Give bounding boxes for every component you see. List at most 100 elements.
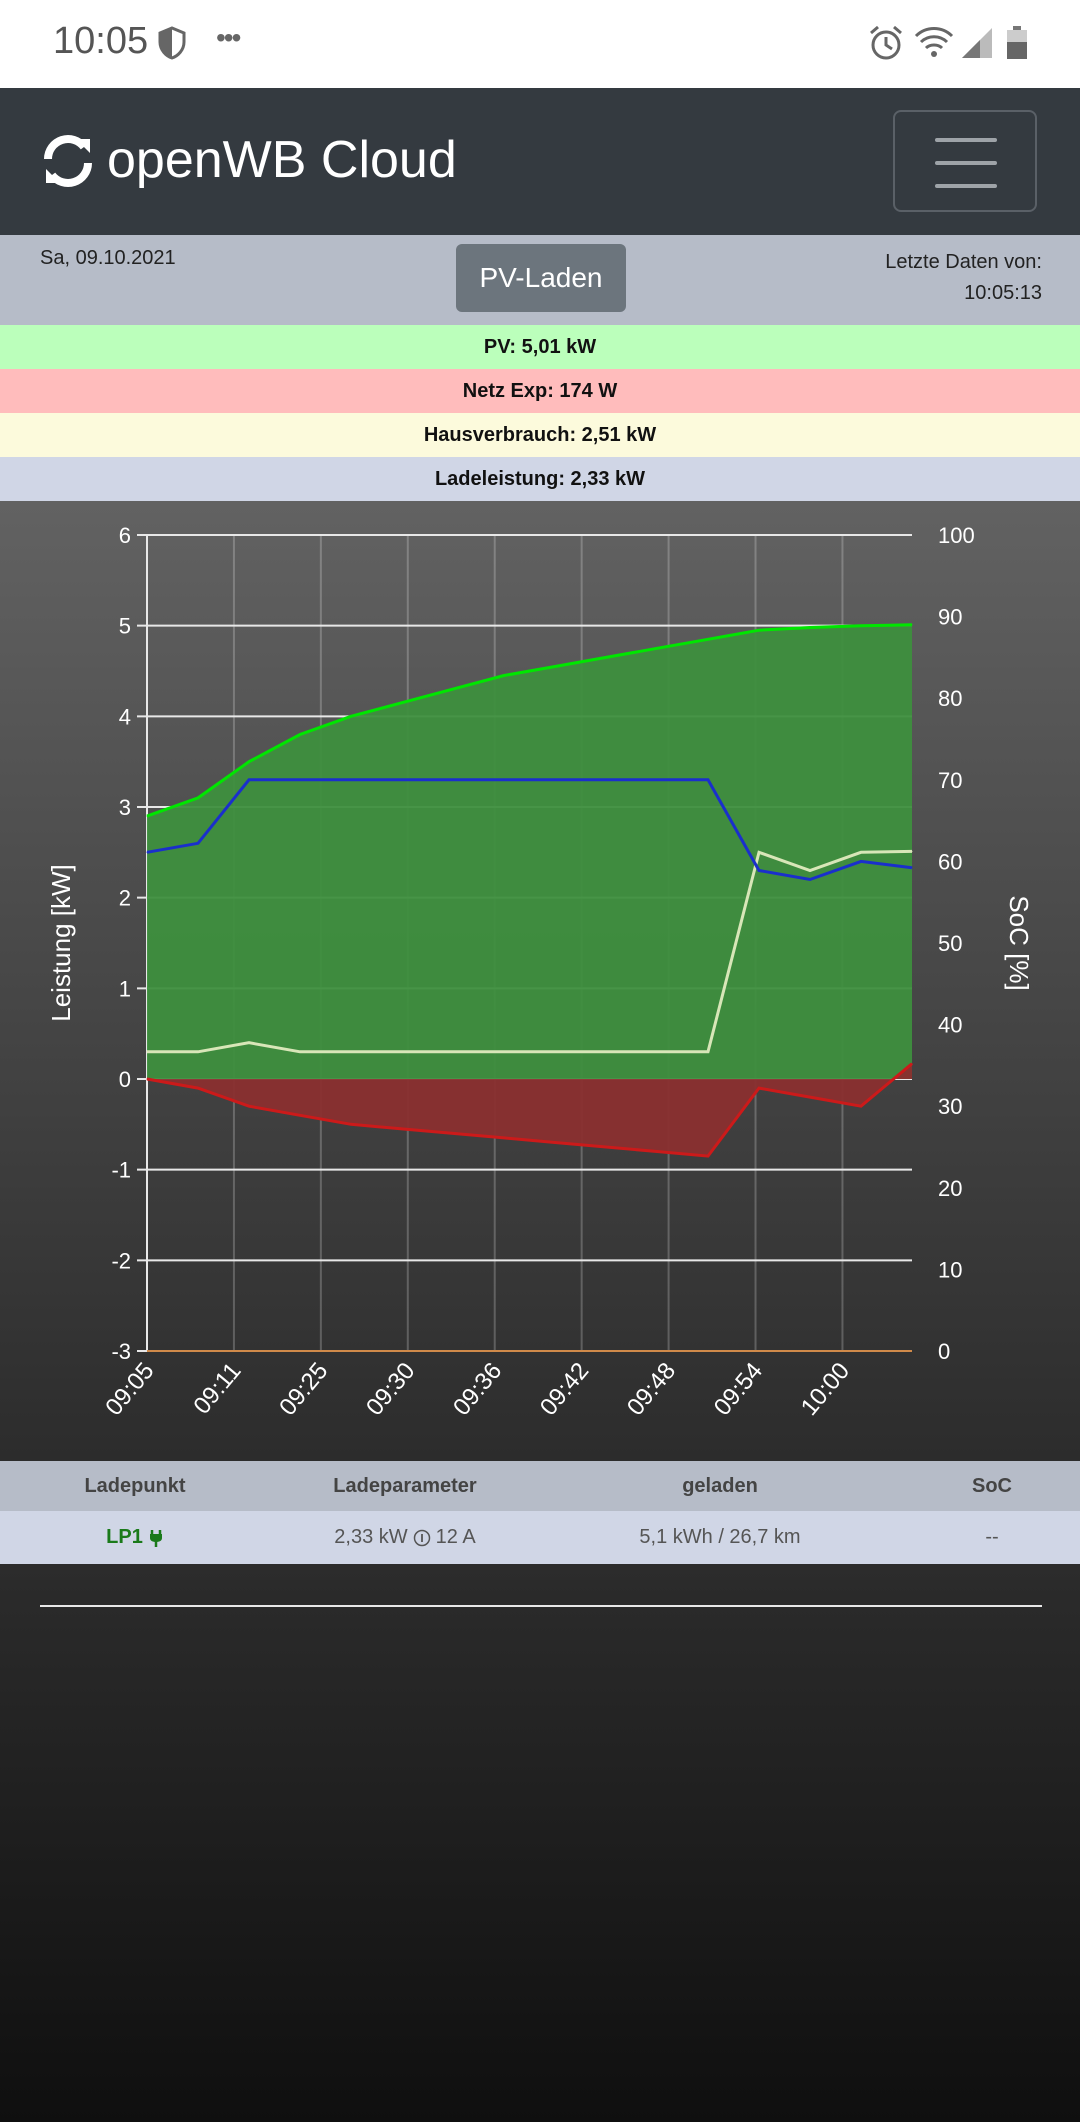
signal-icon (962, 28, 992, 58)
chargepoint-cell[interactable]: LP1 (0, 1511, 270, 1564)
series-point (554, 1051, 556, 1053)
soc-value: -- (985, 1526, 999, 1548)
series-point (860, 860, 862, 862)
grid-area (147, 1063, 912, 1157)
series-point (911, 867, 913, 869)
series-point (656, 1051, 658, 1053)
series-point (605, 779, 607, 781)
series-point (248, 761, 250, 763)
table-row[interactable]: LP1 2,33 kW 12 A 5,1 kWh / 26,7 km -- (0, 1511, 1080, 1564)
series-point (503, 1051, 505, 1053)
parameters-cell: 2,33 kW 12 A (270, 1511, 540, 1564)
series-point (809, 879, 811, 881)
series-point (809, 869, 811, 871)
y-tick-label: -2 (111, 1248, 131, 1273)
hamburger-icon (935, 138, 997, 142)
y-tick-label: 3 (119, 795, 131, 820)
x-tick-label: 10:00 (796, 1358, 855, 1421)
menu-toggle-button[interactable] (893, 110, 1037, 212)
series-point (299, 733, 301, 735)
series-point (860, 625, 862, 627)
series-point (248, 779, 250, 781)
series-point (809, 1096, 811, 1098)
power-chart[interactable]: 09:05 09:11 09:25 09:30 09:36 09:42 09:48 09:54… (0, 501, 1080, 1461)
series-point (452, 688, 454, 690)
y2-tick-label: 40 (938, 1013, 962, 1038)
info-circle-icon (413, 1529, 430, 1546)
series-point (248, 1105, 250, 1107)
series-point (707, 1051, 709, 1053)
series-point (503, 779, 505, 781)
y-tick-label: 2 (119, 886, 131, 911)
charge-mode-button[interactable]: PV-Laden (456, 244, 626, 312)
last-data-time: 10:05:13 (964, 282, 1042, 304)
series-point (503, 675, 505, 677)
y2-tick-label: 0 (938, 1339, 950, 1364)
date-label: Sa, 09.10.2021 (40, 247, 176, 269)
y2-tick-label: 30 (938, 1094, 962, 1119)
battery-icon (1007, 26, 1027, 59)
series-point (605, 1051, 607, 1053)
last-data-label: Letzte Daten von: (885, 251, 1042, 273)
series-point (401, 702, 403, 704)
series-point (197, 842, 199, 844)
house-consumption-strip: Hausverbrauch: 2,51 kW (0, 413, 1080, 457)
col-header-parameters: Ladeparameter (333, 1474, 477, 1497)
x-tick-label: 09:11 (188, 1358, 246, 1420)
series-point (758, 851, 760, 853)
charging-power-line (146, 778, 913, 882)
brand-title[interactable]: openWB Cloud (107, 131, 457, 189)
col-header-chargepoint: Ladepunkt (84, 1474, 186, 1497)
col-header-soc: SoC (972, 1474, 1012, 1497)
series-point (350, 1123, 352, 1125)
series-point (860, 851, 862, 853)
power-chart-svg: 09:05 09:11 09:25 09:30 09:36 09:42 09:48 09:54… (46, 523, 1034, 1421)
series-point (146, 1051, 148, 1053)
series-point (503, 1137, 505, 1139)
series-point (299, 1051, 301, 1053)
y2-tick-label: 80 (938, 686, 962, 711)
wifi-icon (914, 27, 954, 57)
y2-tick-label: 60 (938, 849, 962, 874)
series-point (401, 1051, 403, 1053)
series-point (146, 815, 148, 817)
series-point (197, 1051, 199, 1053)
y2-axis-title: SoC [%] (1004, 895, 1034, 990)
series-point (605, 656, 607, 658)
y-tick-label: 5 (119, 614, 131, 639)
charge-power-value: 2,33 kW (334, 1526, 408, 1548)
navbar: openWB Cloud (0, 88, 1080, 235)
series-point (707, 1155, 709, 1157)
series-point (656, 1151, 658, 1153)
chargepoint-table-header: Ladepunkt Ladeparameter geladen SoC (0, 1461, 1080, 1511)
series-point (656, 647, 658, 649)
chargepoint-name: LP1 (106, 1526, 143, 1548)
series-point (809, 626, 811, 628)
series-point (350, 715, 352, 717)
series-point (452, 779, 454, 781)
y-axis-title: Leistung [kW] (46, 864, 76, 1022)
series-point (554, 779, 556, 781)
page-background (0, 1564, 1080, 2122)
plug-icon (149, 1529, 162, 1547)
status-bar: 10:05 ••• (0, 0, 1080, 88)
x-tick-label: 09:48 (622, 1358, 681, 1421)
y2-tick-label: 50 (938, 931, 962, 956)
x-tick-label: 09:54 (709, 1358, 768, 1421)
house-consumption-line (147, 849, 913, 1054)
x-tick-label: 09:30 (361, 1358, 420, 1421)
series-point (707, 638, 709, 640)
series-point (911, 1063, 913, 1065)
series-point (707, 779, 709, 781)
series-point (758, 1087, 760, 1089)
y2-tick-label: 100 (938, 523, 975, 548)
series-point (605, 1146, 607, 1148)
shield-icon (158, 26, 186, 60)
grid-line (146, 1062, 913, 1158)
series-point (401, 1128, 403, 1130)
series-point (860, 1105, 862, 1107)
series-point (197, 797, 199, 799)
y-tick-label: -3 (111, 1339, 131, 1364)
y-tick-label: 4 (119, 704, 131, 729)
series-point (350, 1051, 352, 1053)
